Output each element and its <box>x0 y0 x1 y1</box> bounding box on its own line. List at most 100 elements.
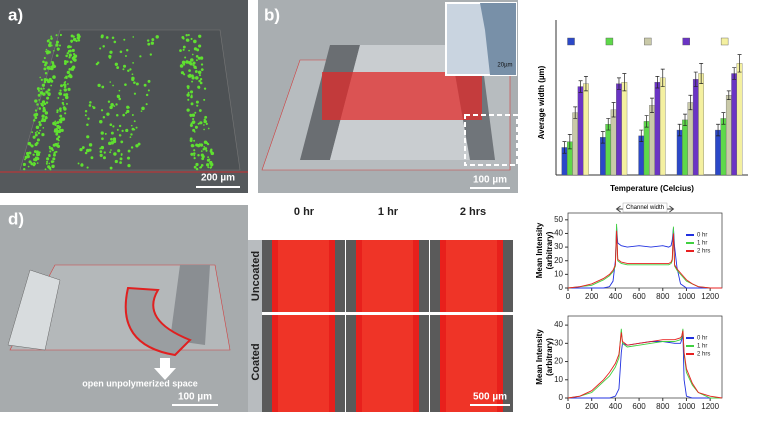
speckle <box>127 149 131 153</box>
annotation: open unpolymerized space <box>82 378 198 388</box>
speckle <box>187 74 192 78</box>
speckle <box>191 76 195 80</box>
speckle <box>199 56 204 60</box>
bar <box>720 118 727 176</box>
speckle <box>69 60 73 64</box>
legend-label: 0 hr <box>697 233 707 239</box>
speckle <box>203 119 207 124</box>
zoom-box <box>464 114 518 166</box>
speckle <box>64 80 67 83</box>
speckle <box>200 68 204 71</box>
error-bar <box>583 76 588 92</box>
speckle <box>208 158 211 161</box>
scale-bar <box>196 186 240 188</box>
speckle <box>58 92 63 96</box>
speckle <box>196 48 200 52</box>
speckle <box>195 167 199 171</box>
speckle <box>130 124 133 127</box>
y-axis-label: (arbitrary) <box>545 231 554 269</box>
scale-bar <box>470 404 510 406</box>
y-tick-label: 0 <box>559 283 564 292</box>
bar <box>643 121 650 176</box>
y-tick-label: 40 <box>554 229 563 238</box>
speckle <box>88 104 92 107</box>
speckle <box>203 98 206 101</box>
speckle <box>66 52 69 55</box>
error-bar <box>732 67 737 80</box>
speckle <box>63 88 68 92</box>
speckle <box>189 62 193 66</box>
error-bar <box>578 80 583 93</box>
speckle <box>203 124 205 126</box>
line <box>567 223 722 289</box>
scale-text: 200 µm <box>201 173 235 184</box>
y-axis-label: Mean Intensity <box>535 222 544 278</box>
legend-swatch <box>720 37 729 46</box>
channel-core <box>278 315 329 412</box>
speckle <box>103 151 106 154</box>
speckle <box>123 38 126 41</box>
speckle <box>42 100 46 104</box>
y-tick-label: 20 <box>554 256 563 265</box>
speckle <box>115 113 119 117</box>
speckle <box>66 70 70 74</box>
speckle <box>39 76 42 79</box>
speckle <box>77 38 81 42</box>
speckle <box>58 44 62 47</box>
speckle <box>89 101 92 104</box>
speckle <box>59 114 63 118</box>
plot-frame <box>567 212 723 289</box>
bar <box>654 82 661 176</box>
error-bar <box>726 90 731 100</box>
speckle <box>62 98 64 101</box>
speckle <box>195 59 198 62</box>
speckle <box>118 89 121 92</box>
speckle <box>122 64 127 68</box>
speckle <box>119 161 122 164</box>
speckle <box>127 69 130 72</box>
column-label: 1 hr <box>378 206 399 218</box>
bar <box>698 73 704 176</box>
speckle <box>45 48 48 51</box>
speckle <box>133 81 136 84</box>
error-bar <box>600 131 605 144</box>
error-bar <box>699 63 704 84</box>
speckle <box>59 89 62 92</box>
speckle <box>109 123 113 126</box>
speckle <box>197 85 201 89</box>
speckle <box>191 120 196 124</box>
speckle <box>199 81 203 85</box>
speckle <box>77 162 80 165</box>
speckle <box>179 49 182 53</box>
speckle <box>143 83 147 87</box>
speckle <box>64 95 69 100</box>
speckle <box>35 125 40 130</box>
speckle <box>28 151 32 155</box>
speckle <box>41 133 45 137</box>
speckle <box>73 54 78 58</box>
speckle <box>24 155 28 159</box>
speckle <box>86 135 90 139</box>
speckle <box>44 72 48 75</box>
speckle <box>84 114 87 117</box>
speckle <box>57 96 60 99</box>
y-tick-label: 30 <box>554 338 563 347</box>
speckle <box>38 107 42 110</box>
highlight <box>322 72 482 120</box>
speckle <box>38 121 41 124</box>
scale-text: 100 µm <box>473 175 507 186</box>
speckle <box>110 131 114 135</box>
speckle <box>187 33 190 37</box>
speckle <box>48 145 51 148</box>
error-bar <box>677 123 682 137</box>
speckle <box>64 61 67 64</box>
speckle <box>40 87 43 90</box>
speckle <box>187 91 190 94</box>
speckle <box>151 38 155 42</box>
speckle <box>102 116 106 119</box>
speckle <box>84 151 88 155</box>
error-bar <box>567 134 572 150</box>
column-label: 0 hr <box>294 206 315 218</box>
speckle <box>127 164 131 168</box>
speckle <box>110 103 114 107</box>
